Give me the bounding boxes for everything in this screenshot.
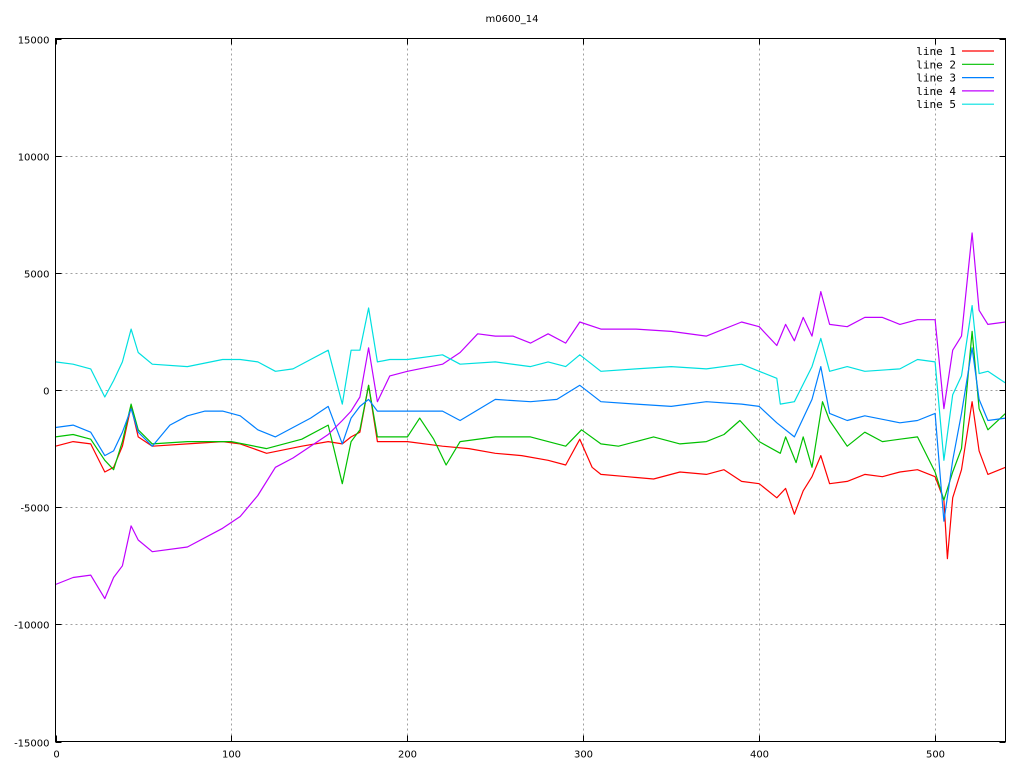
series-line-4 [55, 232, 1006, 600]
series-line-1 [55, 384, 1006, 560]
legend-label: line 3 [916, 72, 956, 85]
y-tick-label: -5000 [20, 504, 49, 515]
x-tick-label: 400 [750, 750, 769, 761]
y-tick-label: -15000 [14, 739, 49, 750]
y-tick-label: 5000 [24, 270, 49, 281]
grid [55, 38, 1006, 742]
legend-label: line 5 [916, 98, 956, 111]
series-line-5 [55, 305, 1006, 461]
y-tick-label: 15000 [18, 36, 50, 47]
series-lines [55, 232, 1006, 600]
series-line-3 [55, 347, 1006, 522]
axis-ticks: 0 100 200 300 400 500 -15000 -10000 -5000 0 5000 10… [14, 36, 1006, 761]
x-tick-label: 100 [222, 750, 241, 761]
chart-title: m0600_14 [486, 14, 539, 25]
legend-label: line 2 [916, 58, 956, 71]
y-tick-label: 0 [43, 387, 49, 398]
x-tick-label: 300 [574, 750, 593, 761]
x-tick-label: 200 [398, 750, 417, 761]
x-tick-label: 500 [926, 750, 945, 761]
series-line-2 [55, 330, 1006, 501]
legend-label: line 4 [916, 85, 956, 98]
y-tick-label: -10000 [14, 621, 49, 632]
legend-label: line 1 [916, 45, 956, 58]
y-tick-label: 10000 [18, 153, 50, 164]
x-tick-label: 0 [53, 750, 59, 761]
